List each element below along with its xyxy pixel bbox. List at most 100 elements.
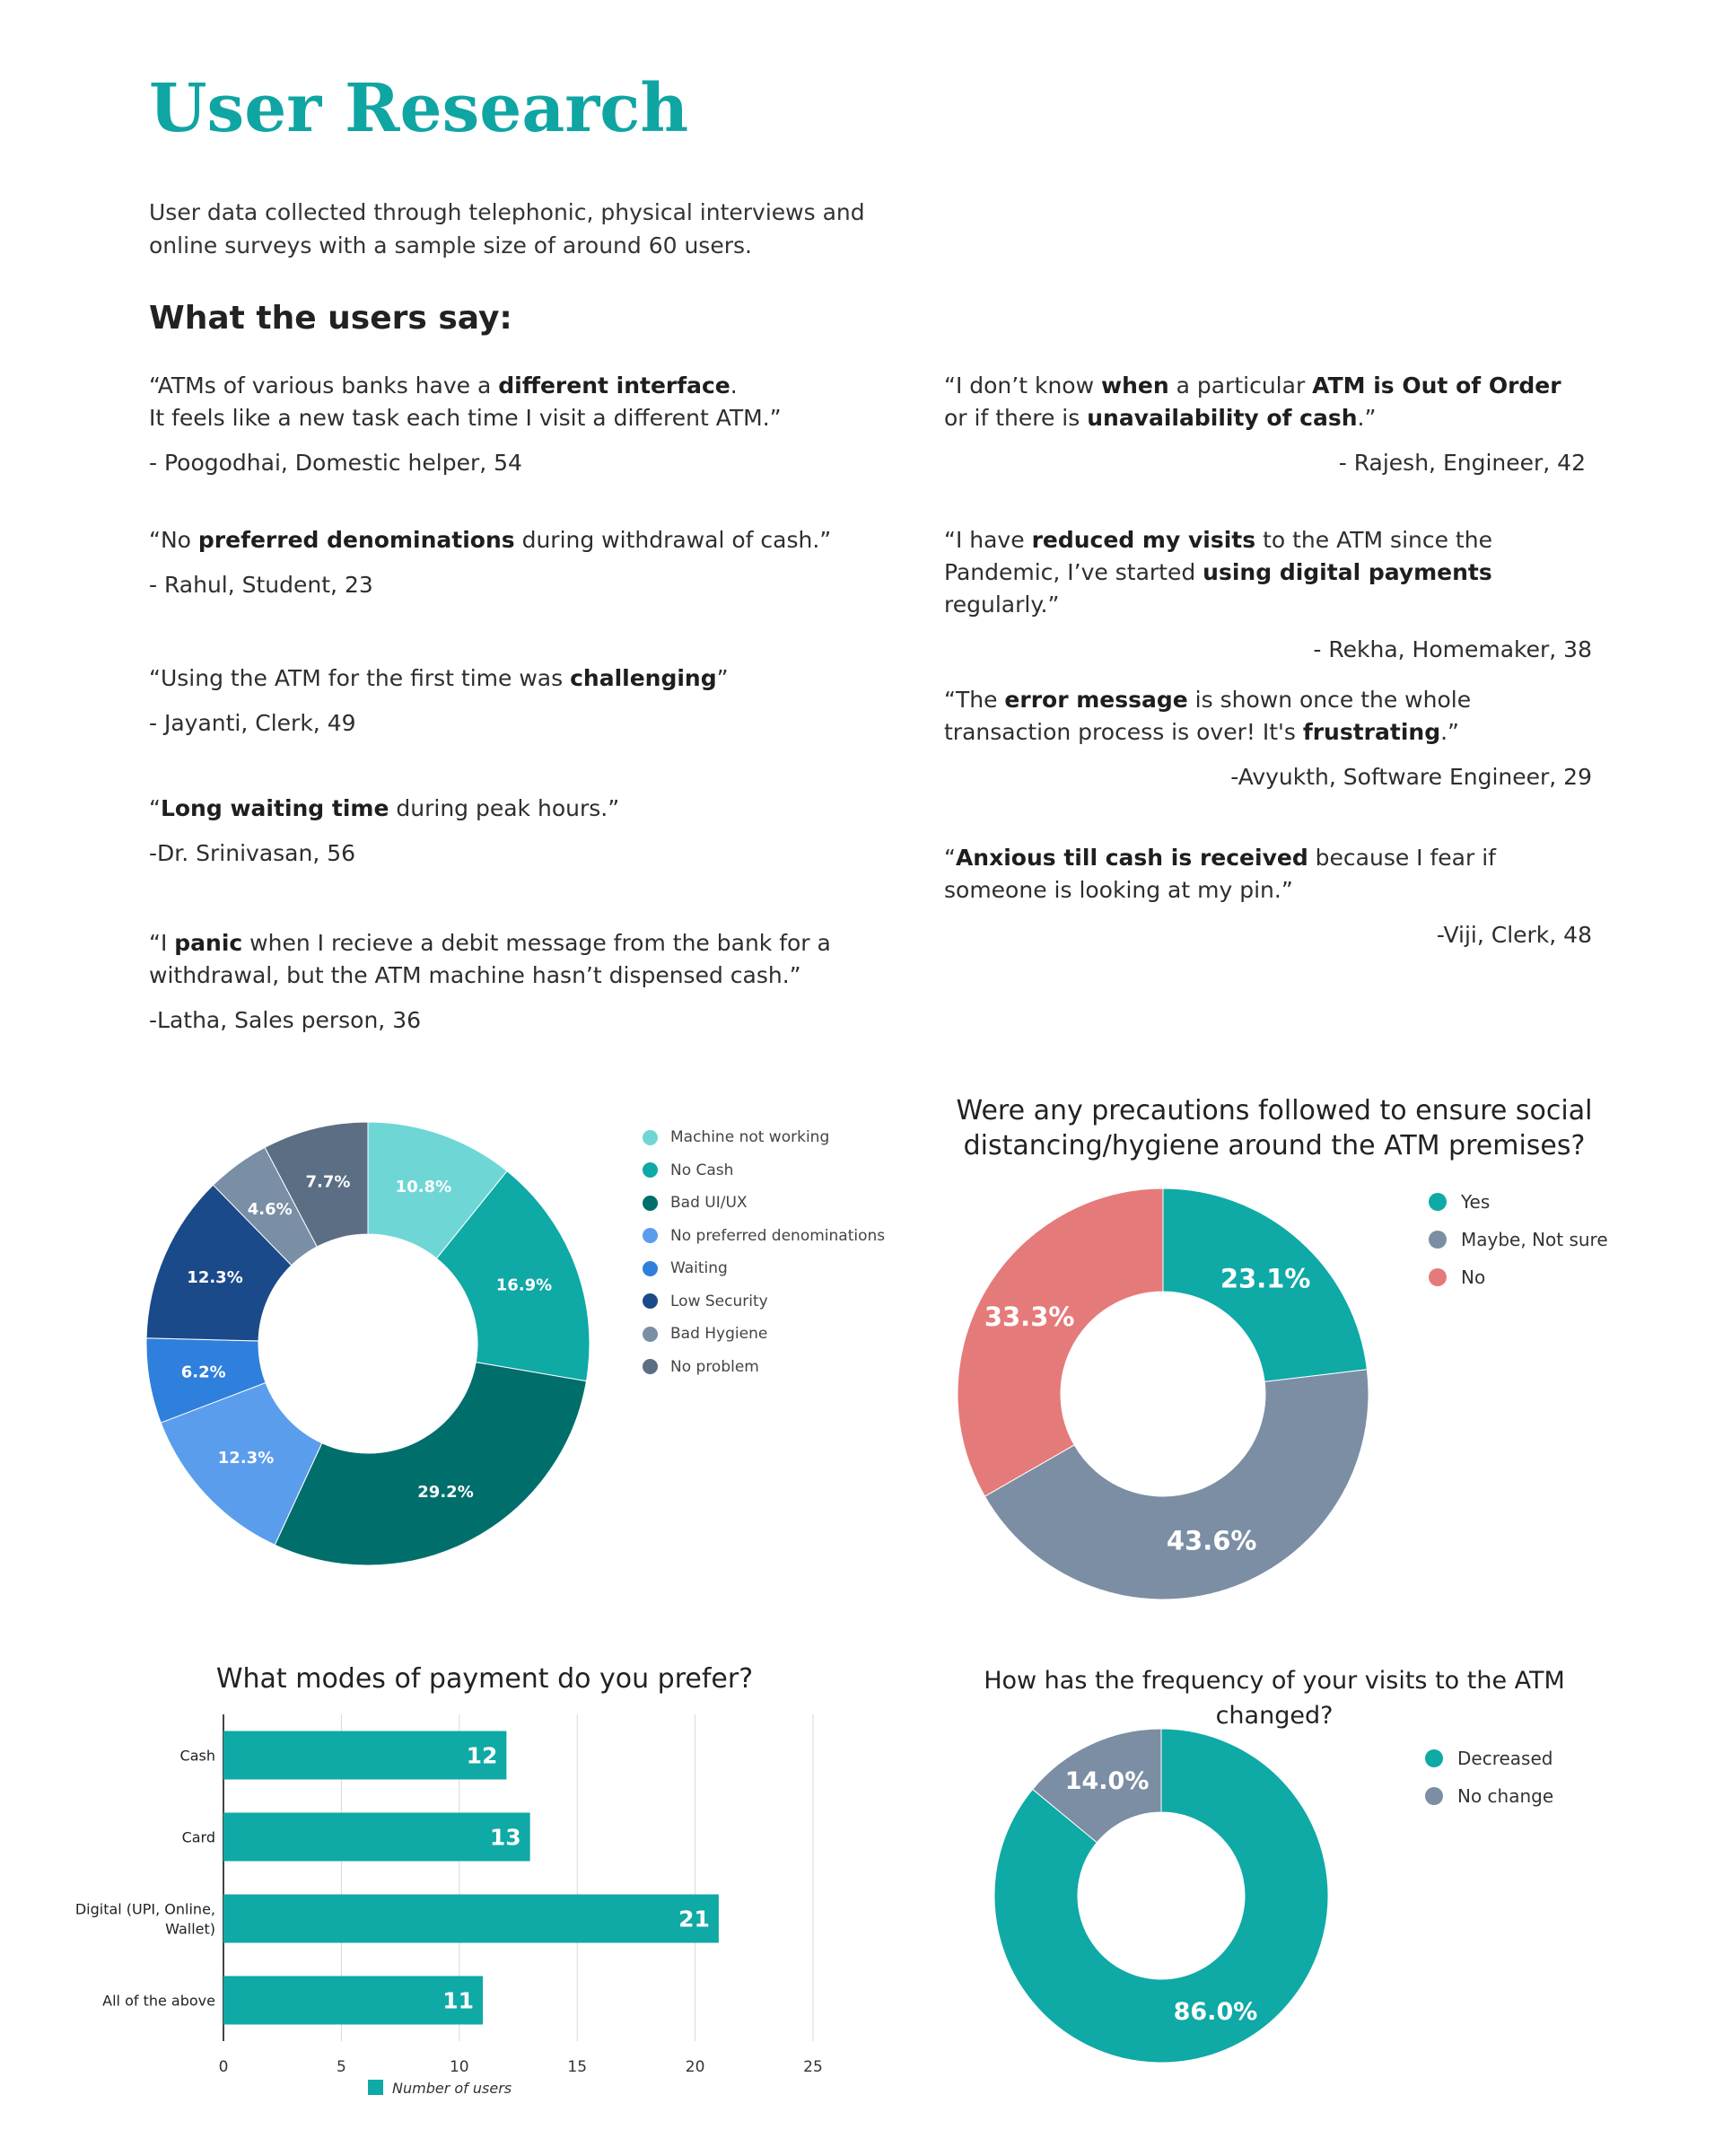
legend-item: Maybe, Not sure — [1429, 1221, 1608, 1258]
y-category-label: All of the above — [102, 1993, 215, 2010]
legend-item: No problem — [643, 1351, 885, 1384]
legend-item: No Cash — [643, 1154, 885, 1188]
quote-author: - Rahul, Student, 23 — [149, 572, 373, 598]
quote-author: -Avyukth, Software Engineer, 29 — [1230, 764, 1592, 790]
quote-text: “Anxious till cash is received because I… — [944, 845, 1496, 903]
quote-author: - Rekha, Homemaker, 38 — [1313, 636, 1592, 662]
quote-text: “I have reduced my visits to the ATM sin… — [944, 527, 1492, 618]
bar — [223, 1812, 530, 1862]
legend-label: Bad UI/UX — [670, 1194, 748, 1213]
legend-swatch — [643, 1359, 658, 1375]
quote-right-4: “Anxious till cash is received because I… — [944, 842, 1592, 951]
bar — [223, 1731, 507, 1780]
legend-label: Waiting — [670, 1259, 728, 1278]
slice-label-0-7: 7.7% — [305, 1173, 350, 1192]
quote-right-2: “I have reduced my visits to the ATM sin… — [944, 524, 1592, 666]
legend-swatch — [643, 1260, 658, 1276]
legend-swatch — [1425, 1787, 1443, 1805]
quote-right-3: “The error message is shown once the who… — [944, 684, 1592, 793]
x-tick-label: 10 — [450, 2058, 469, 2076]
legend-label: Decreased — [1457, 1748, 1553, 1769]
frequency-chart-title: How has the frequency of your visits to … — [984, 1667, 1565, 1730]
frequency-legend: Decreased No change — [1425, 1740, 1553, 1815]
donut-slice-1-2 — [957, 1188, 1164, 1497]
quote-text: “ATMs of various banks have a different … — [149, 372, 782, 431]
donut-slice-3-1 — [1031, 1728, 1162, 1844]
legend-label: Yes — [1461, 1191, 1491, 1213]
bar-value-label: 11 — [442, 1988, 474, 2014]
quote-text: “I panic when I recieve a debit message … — [149, 930, 831, 988]
legend-swatch — [643, 1228, 658, 1244]
bar-legend-swatch — [368, 2080, 383, 2095]
slice-label-0-6: 4.6% — [248, 1200, 293, 1219]
slice-label-1-0: 23.1% — [1220, 1263, 1311, 1293]
quote-author: - Poogodhai, Domestic helper, 54 — [149, 450, 522, 476]
quote-author: - Rajesh, Engineer, 42 — [1338, 450, 1586, 476]
bar-value-label: 21 — [678, 1906, 710, 1933]
legend-label: Machine not working — [670, 1128, 830, 1147]
legend-label: No — [1461, 1266, 1486, 1288]
problems-legend: Machine not working No Cash Bad UI/UX No pr… — [643, 1121, 885, 1383]
legend-item: Bad Hygiene — [643, 1318, 885, 1351]
x-tick-label: 0 — [219, 2058, 229, 2076]
donut-slice-0-7 — [264, 1121, 369, 1248]
y-category-label: Digital (UPI, Online, Wallet) — [75, 1901, 215, 1938]
legend-item: No change — [1425, 1777, 1553, 1815]
y-category-label: Cash — [180, 1748, 215, 1765]
legend-swatch — [643, 1162, 658, 1179]
legend-item: Low Security — [643, 1285, 885, 1319]
payment-chart-title: What modes of payment do you prefer? — [215, 1663, 754, 1695]
quote-text: “No preferred denominations during withd… — [149, 527, 832, 553]
legend-item: No preferred denominations — [643, 1220, 885, 1253]
slice-label-1-2: 33.3% — [984, 1301, 1075, 1332]
legend-item: Waiting — [643, 1252, 885, 1285]
slice-label-0-5: 12.3% — [187, 1268, 242, 1287]
legend-swatch — [643, 1195, 658, 1211]
legend-swatch — [1429, 1268, 1447, 1286]
slice-label-0-2: 29.2% — [417, 1483, 473, 1502]
slice-label-3-1: 14.0% — [1065, 1767, 1150, 1795]
x-tick-label: 20 — [686, 2058, 705, 2076]
legend-swatch — [643, 1129, 658, 1145]
legend-item: Machine not working — [643, 1121, 885, 1154]
bar — [223, 1976, 484, 2025]
legend-swatch — [643, 1293, 658, 1310]
x-tick-label: 5 — [337, 2058, 346, 2076]
donut-slice-0-1 — [435, 1170, 590, 1382]
quote-text: “Long waiting time during peak hours.” — [149, 795, 620, 821]
legend-label: Bad Hygiene — [670, 1325, 768, 1344]
legend-item: Decreased — [1425, 1740, 1553, 1777]
legend-swatch — [1429, 1231, 1447, 1249]
page-title: User Research — [149, 70, 689, 147]
quote-text: “I don’t know when a particular ATM is O… — [944, 372, 1561, 431]
x-tick-label: 15 — [567, 2058, 587, 2076]
legend-swatch — [1425, 1749, 1443, 1767]
quote-left-1: “ATMs of various banks have a different … — [149, 370, 921, 479]
quote-text: “Using the ATM for the first time was ch… — [149, 665, 729, 691]
bar — [223, 1894, 719, 1943]
users-heading: What the users say: — [149, 300, 512, 337]
slice-label-0-3: 12.3% — [218, 1449, 274, 1468]
quote-left-4: “Long waiting time during peak hours.” -D… — [149, 793, 921, 870]
legend-label: No preferred denominations — [670, 1226, 886, 1245]
intro-text: User data collected through telephonic, … — [149, 199, 865, 259]
y-category-label: Card — [182, 1829, 215, 1846]
slice-label-3-0: 86.0% — [1174, 1998, 1258, 2026]
legend-label: No Cash — [670, 1161, 734, 1179]
bar-legend-label: Number of users — [392, 2080, 512, 2097]
donut-slice-1-0 — [1162, 1188, 1368, 1382]
x-tick-label: 25 — [803, 2058, 823, 2076]
legend-item: Yes — [1429, 1183, 1608, 1221]
quote-author: -Viji, Clerk, 48 — [1436, 922, 1592, 948]
legend-label: Maybe, Not sure — [1461, 1229, 1608, 1250]
quote-right-1: “I don’t know when a particular ATM is O… — [944, 370, 1586, 479]
legend-item: No — [1429, 1258, 1608, 1296]
bar-value-label: 13 — [490, 1825, 521, 1851]
donut-slice-1-1 — [984, 1369, 1369, 1600]
quote-left-5: “I panic when I recieve a debit message … — [149, 927, 831, 1037]
slice-label-1-1: 43.6% — [1167, 1525, 1257, 1556]
bar-value-label: 12 — [467, 1743, 498, 1769]
precautions-chart-title: Were any precautions followed to ensure … — [956, 1095, 1593, 1161]
legend-label: No problem — [670, 1357, 759, 1376]
